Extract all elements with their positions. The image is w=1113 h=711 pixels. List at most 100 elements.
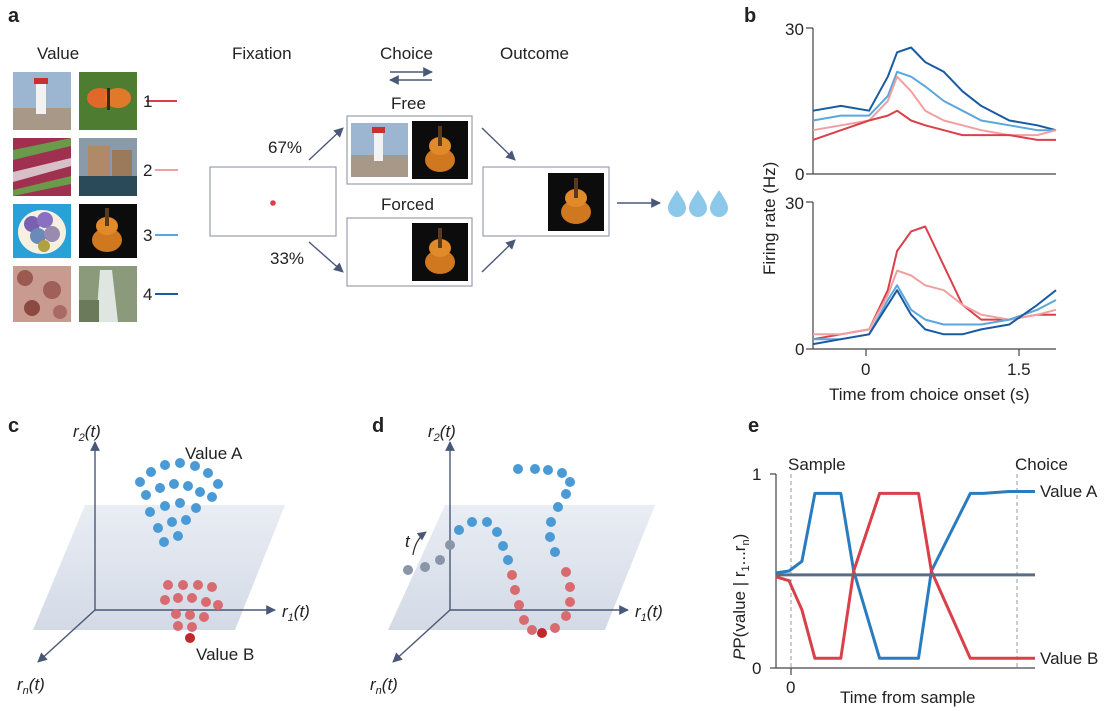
e-ytick-1: 1: [752, 465, 761, 484]
c-value-b-label: Value B: [196, 645, 254, 664]
c-a-dot-17: [191, 503, 201, 513]
e-ytick-0: 0: [752, 659, 761, 678]
d-r1-label: r1(t): [635, 602, 663, 624]
d-traj-dot-19: [565, 597, 575, 607]
c-a-dot-13: [207, 492, 217, 502]
d-traj-dot-23: [545, 532, 555, 542]
c-a-dot-7: [213, 479, 223, 489]
e-series-group: [775, 490, 1035, 660]
arrow-free-to-outcome: [481, 127, 516, 161]
value-image-grid: 1 2: [13, 72, 178, 322]
value-num-2: 2: [143, 161, 152, 180]
c-a-dot-15: [160, 501, 170, 511]
panel-b-label: b: [744, 5, 756, 27]
c-b-dot-15: [185, 633, 195, 643]
c-b-dot-1: [163, 580, 173, 590]
c-a-dot-5: [190, 461, 200, 471]
b-bottom-series-line-4: [812, 289, 1057, 346]
panel-d-label: d: [372, 415, 384, 437]
d-traj-dot-16: [537, 628, 547, 638]
d-traj-dot-12: [510, 585, 520, 595]
pct-forced: 33%: [270, 249, 304, 268]
c-b-dot-10: [171, 609, 181, 619]
d-traj-dot-14: [519, 615, 529, 625]
d-traj-dot-13: [514, 600, 524, 610]
e-sample-label: Sample: [788, 455, 846, 474]
d-traj-dot-11: [507, 570, 517, 580]
e-series-line-2: [775, 491, 1035, 660]
c-b-dot-6: [173, 593, 183, 603]
d-traj-dot-30: [530, 464, 540, 474]
c-axis-rn: [37, 609, 96, 663]
panel-e-plot: 1 0 0 Sample Choice Time from sample Val…: [730, 455, 1098, 707]
c-value-a-cluster: [135, 458, 223, 547]
d-traj-dot-15: [527, 625, 537, 635]
d-trajectory: [403, 464, 575, 638]
panel-c-label: c: [8, 415, 19, 437]
arrow-to-forced: [308, 241, 344, 273]
b-xtick-0: 0: [861, 360, 870, 379]
c-value-a-label: Value A: [185, 444, 243, 463]
panel-c-diagram: r2(t) r1(t) rn(t) Value A Value B: [17, 422, 310, 697]
panel-d-diagram: r2(t) r1(t) rn(t) t: [370, 422, 663, 697]
water-drops-icon: [668, 190, 728, 217]
c-a-dot-19: [167, 517, 177, 527]
c-a-dot-6: [203, 468, 213, 478]
d-traj-dot-10: [503, 555, 513, 565]
d-state-plane: [388, 505, 655, 630]
d-traj-dot-3: [435, 555, 445, 565]
b-top-series-group: [812, 46, 1057, 141]
c-a-dot-2: [146, 467, 156, 477]
d-traj-dot-18: [561, 611, 571, 621]
d-traj-dot-26: [561, 489, 571, 499]
c-b-dot-11: [185, 610, 195, 620]
d-traj-dot-24: [546, 517, 556, 527]
striped-photo: [13, 138, 71, 196]
outcome-header: Outcome: [500, 44, 569, 63]
guitar-photo: [79, 204, 137, 258]
c-a-dot-3: [160, 460, 170, 470]
e-choice-label: Choice: [1015, 455, 1068, 474]
d-t-label: t: [405, 532, 411, 551]
c-a-dot-16: [175, 498, 185, 508]
value-header: Value: [37, 44, 79, 63]
c-b-dot-9: [213, 600, 223, 610]
c-a-dot-21: [159, 537, 169, 547]
value-num-4: 4: [143, 285, 152, 304]
fixation-header: Fixation: [232, 44, 292, 63]
d-traj-dot-28: [557, 468, 567, 478]
b-xlabel: Time from choice onset (s): [829, 385, 1030, 404]
c-a-dot-20: [181, 515, 191, 525]
d-traj-dot-6: [467, 517, 477, 527]
e-ylabel: PP(value | r1...rn): [730, 534, 752, 660]
d-traj-dot-20: [565, 582, 575, 592]
d-traj-dot-2: [420, 562, 430, 572]
c-r2-label: r2(t): [73, 422, 101, 444]
b-top-ytick-0: 0: [795, 165, 804, 184]
waterfall-photo: [79, 266, 137, 322]
e-xtick-0: 0: [786, 678, 795, 697]
d-time-arrow: [412, 531, 427, 556]
d-traj-dot-7: [482, 517, 492, 527]
d-traj-dot-17: [550, 623, 560, 633]
c-a-dot-14: [145, 507, 155, 517]
arrow-to-free: [308, 127, 344, 161]
c-rn-label: rn(t): [17, 675, 45, 697]
d-traj-dot-5: [454, 525, 464, 535]
d-r2-label: r2(t): [428, 422, 456, 444]
lighthouse-photo: [13, 72, 71, 130]
panel-a-label: a: [8, 5, 20, 27]
c-b-dot-7: [187, 593, 197, 603]
b-bottom-ytick-0: 0: [795, 340, 804, 359]
canal-photo: [79, 138, 137, 196]
c-b-dot-13: [173, 621, 183, 631]
d-traj-dot-1: [403, 565, 413, 575]
d-traj-dot-29: [543, 465, 553, 475]
e-xlabel: Time from sample: [840, 688, 975, 707]
c-a-dot-18: [153, 523, 163, 533]
balloons-photo: [13, 204, 71, 258]
choice-header: Choice: [380, 44, 433, 63]
c-b-dot-5: [160, 595, 170, 605]
panel-b-plot: 30 0 30 0 0 1.5 Time from choice onset (…: [760, 20, 1057, 404]
b-xtick-1.5: 1.5: [1007, 360, 1031, 379]
